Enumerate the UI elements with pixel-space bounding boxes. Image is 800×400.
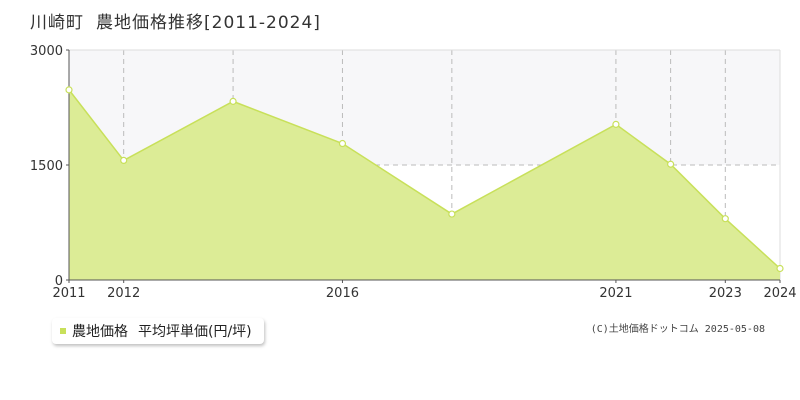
data-point	[65, 86, 73, 94]
x-tick-label: 2011	[52, 286, 85, 301]
x-tick-label: 2016	[326, 286, 359, 301]
x-tick-label: 2023	[709, 286, 742, 301]
credit-text: (C)土地価格ドットコム 2025-05-08	[590, 324, 765, 335]
data-point	[612, 120, 620, 128]
series-area	[69, 89, 780, 280]
y-tick-label: 0	[55, 274, 63, 289]
data-point	[120, 156, 128, 164]
y-tick-label: 1500	[30, 159, 63, 174]
data-point	[448, 210, 456, 218]
chart-location: 川崎町	[30, 13, 84, 33]
chart-title-text: 農地価格推移[2011-2024]	[96, 13, 321, 33]
legend-unit-label: 平均坪単価(円/坪)	[138, 324, 252, 340]
data-point	[338, 139, 347, 148]
chart-title: 川崎町 農地価格推移[2011-2024]	[30, 8, 333, 33]
x-tick-label: 2021	[599, 286, 632, 301]
y-tick-label: 3000	[30, 44, 63, 59]
data-point	[776, 264, 784, 273]
data-point	[229, 97, 237, 105]
legend-series-label: 農地価格	[72, 324, 128, 340]
x-tick-label: 2024	[763, 286, 796, 301]
x-tick-label: 2012	[107, 286, 140, 301]
legend-swatch	[60, 328, 66, 334]
legend: 農地価格 平均坪単価(円/坪)	[52, 318, 264, 344]
data-point	[721, 215, 729, 223]
data-point	[667, 160, 675, 168]
